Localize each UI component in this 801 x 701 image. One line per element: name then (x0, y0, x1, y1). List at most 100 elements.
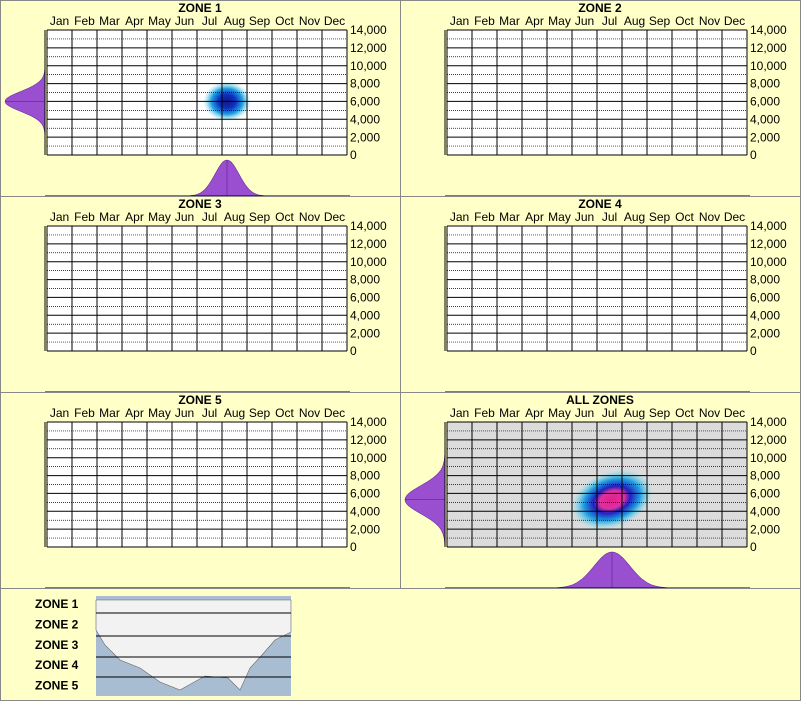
x-tick-label: Oct (275, 210, 294, 224)
x-tick-label: Dec (724, 406, 745, 420)
x-tick-label: Jul (602, 210, 617, 224)
x-tick-label: Jul (602, 14, 617, 28)
x-tick-label: Mar (499, 406, 520, 420)
y-tick-label: 10,000 (350, 451, 387, 465)
x-tick-label: Nov (699, 210, 720, 224)
y-tick-label: 8,000 (350, 77, 380, 91)
x-tick-label: Mar (499, 210, 520, 224)
x-tick-label: Apr (525, 14, 544, 28)
y-tick-label: 14,000 (750, 219, 787, 233)
y-tick-label: 8,000 (750, 469, 780, 483)
chart-title: ALL ZONES (566, 393, 634, 407)
x-tick-label: Feb (474, 210, 495, 224)
x-tick-label: Jun (175, 210, 194, 224)
y-tick-label: 0 (350, 148, 357, 162)
x-tick-label: Apr (125, 14, 144, 28)
y-tick-label: 10,000 (750, 255, 787, 269)
y-tick-label: 8,000 (350, 469, 380, 483)
x-tick-label: Feb (74, 210, 95, 224)
x-tick-label: May (148, 14, 171, 28)
map (95, 596, 292, 696)
chart-title: ZONE 1 (178, 1, 222, 15)
y-tick-label: 4,000 (750, 504, 780, 518)
x-tick-label: Aug (224, 406, 245, 420)
x-tick-label: Sep (649, 210, 671, 224)
x-tick-label: Aug (624, 406, 645, 420)
y-tick-label: 2,000 (350, 522, 380, 536)
x-tick-label: Nov (699, 14, 720, 28)
y-tick-label: 14,000 (350, 219, 387, 233)
x-tick-label: Sep (249, 406, 271, 420)
y-tick-label: 2,000 (750, 522, 780, 536)
y-tick-label: 6,000 (750, 487, 780, 501)
x-tick-label: Oct (675, 14, 694, 28)
x-tick-label: Jan (50, 406, 69, 420)
x-tick-label: May (148, 210, 171, 224)
x-tick-label: Aug (224, 210, 245, 224)
y-tick-label: 14,000 (350, 415, 387, 429)
y-tick-label: 4,000 (350, 308, 380, 322)
x-tick-label: Aug (224, 14, 245, 28)
y-tick-label: 14,000 (750, 23, 787, 37)
y-tick-label: 12,000 (350, 433, 387, 447)
x-tick-label: Mar (99, 406, 120, 420)
y-tick-label: 8,000 (750, 273, 780, 287)
y-tick-label: 4,000 (750, 112, 780, 126)
y-tick-label: 2,000 (350, 130, 380, 144)
y-tick-label: 0 (350, 540, 357, 554)
y-tick-label: 12,000 (350, 237, 387, 251)
x-tick-label: Nov (299, 210, 320, 224)
y-tick-label: 14,000 (750, 415, 787, 429)
y-tick-label: 4,000 (350, 504, 380, 518)
y-tick-label: 12,000 (350, 41, 387, 55)
x-tick-label: Apr (125, 406, 144, 420)
zone-label: ZONE 1 (35, 597, 79, 611)
x-tick-label: Dec (324, 210, 345, 224)
y-tick-label: 8,000 (750, 77, 780, 91)
x-tick-label: Dec (324, 14, 345, 28)
x-tick-label: Nov (299, 406, 320, 420)
y-tick-label: 6,000 (350, 487, 380, 501)
x-tick-label: Feb (74, 406, 95, 420)
x-tick-label: Jan (50, 210, 69, 224)
x-tick-label: Oct (675, 406, 694, 420)
y-tick-label: 4,000 (350, 112, 380, 126)
y-tick-label: 12,000 (750, 41, 787, 55)
x-tick-label: Jan (450, 14, 469, 28)
x-tick-label: Dec (724, 14, 745, 28)
x-tick-label: Jun (575, 210, 594, 224)
y-tick-label: 6,000 (750, 95, 780, 109)
x-tick-label: Apr (525, 210, 544, 224)
x-tick-label: Jun (575, 14, 594, 28)
x-tick-label: Feb (474, 14, 495, 28)
y-tick-label: 10,000 (750, 451, 787, 465)
x-tick-label: Jan (450, 406, 469, 420)
x-tick-label: May (148, 406, 171, 420)
y-tick-label: 10,000 (350, 255, 387, 269)
y-tick-label: 8,000 (350, 273, 380, 287)
y-tick-label: 0 (350, 344, 357, 358)
chart-title: ZONE 2 (578, 1, 622, 15)
x-tick-label: Mar (99, 210, 120, 224)
zone-label: ZONE 3 (35, 638, 79, 652)
x-tick-label: Sep (249, 14, 271, 28)
x-tick-label: Dec (724, 210, 745, 224)
y-tick-label: 2,000 (350, 326, 380, 340)
x-tick-label: Nov (299, 14, 320, 28)
x-tick-label: Jun (575, 406, 594, 420)
x-tick-label: May (548, 406, 571, 420)
y-tick-label: 2,000 (750, 130, 780, 144)
x-tick-label: Oct (675, 210, 694, 224)
x-tick-label: Jul (202, 14, 217, 28)
x-tick-label: Nov (699, 406, 720, 420)
x-tick-label: Jul (202, 406, 217, 420)
x-tick-label: Sep (249, 210, 271, 224)
y-tick-label: 14,000 (350, 23, 387, 37)
x-tick-label: Jan (50, 14, 69, 28)
x-tick-label: Mar (99, 14, 120, 28)
x-tick-label: Oct (275, 406, 294, 420)
zone-label: ZONE 2 (35, 617, 79, 631)
y-tick-label: 10,000 (750, 59, 787, 73)
y-tick-label: 0 (750, 148, 757, 162)
chart-title: ZONE 5 (178, 393, 222, 407)
